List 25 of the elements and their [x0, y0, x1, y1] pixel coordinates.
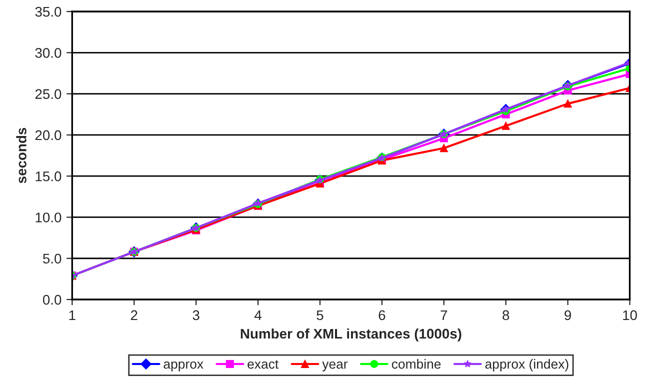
- legend-label: exact: [248, 360, 278, 369]
- y-tick-label: 0.0: [42, 294, 62, 305]
- x-tick-label: 4: [254, 310, 262, 320]
- x-tick-label: 8: [502, 310, 510, 320]
- y-axis-title: seconds: [16, 128, 26, 184]
- x-tick-label: 10: [623, 310, 637, 320]
- y-tick-label: 5.0: [42, 254, 62, 264]
- x-tick-label: 9: [564, 310, 572, 320]
- x-tick-label: 5: [316, 310, 324, 320]
- legend-label: approx: [164, 361, 204, 372]
- x-tick-label: 1: [69, 310, 76, 320]
- y-tick-label: 35.0: [35, 6, 62, 17]
- x-tick-label: 6: [378, 310, 386, 320]
- legend-label: year: [322, 361, 348, 372]
- legend-label: combine: [392, 359, 441, 369]
- legend-label: approx (index): [485, 359, 568, 372]
- x-tick-label: 3: [192, 310, 200, 320]
- y-tick-label: 30.0: [35, 48, 62, 58]
- y-tick-label: 25.0: [35, 89, 62, 99]
- x-tick-label: 2: [130, 310, 138, 320]
- x-axis-title: Number of XML instances (1000s): [240, 328, 462, 342]
- x-tick-label: 7: [440, 310, 448, 320]
- y-tick-label: 15.0: [36, 171, 62, 182]
- y-tick-label: 10.0: [36, 212, 62, 222]
- y-tick-label: 20.0: [35, 130, 62, 140]
